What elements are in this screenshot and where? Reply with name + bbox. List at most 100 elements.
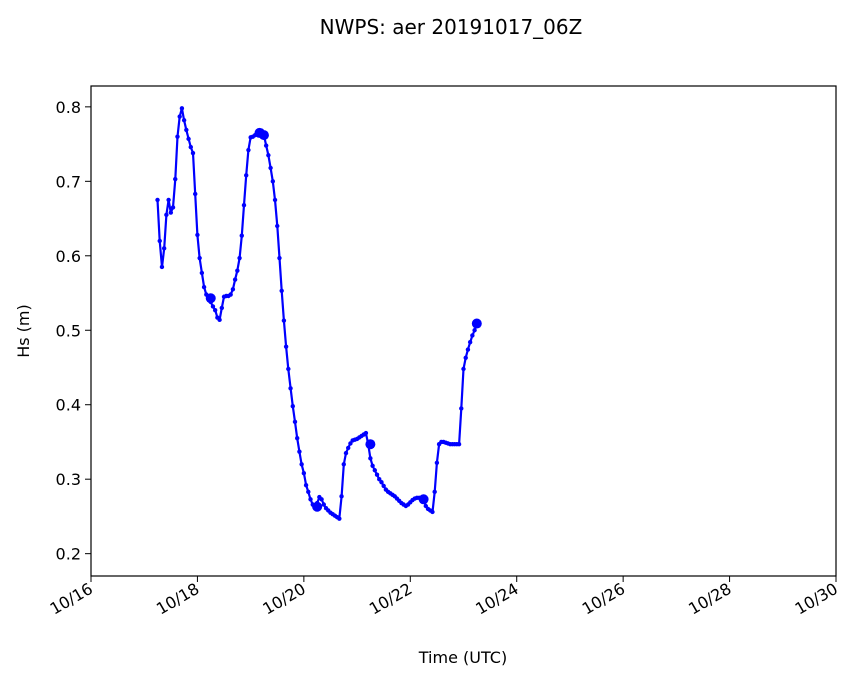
data-point bbox=[179, 106, 185, 111]
data-point bbox=[283, 344, 289, 349]
plot-area bbox=[155, 106, 482, 521]
y-axis: 0.2 0.3 0.4 0.5 0.6 0.7 0.8 bbox=[56, 98, 91, 564]
x-tick-label: 10/22 bbox=[366, 579, 415, 619]
data-point bbox=[374, 472, 380, 477]
data-point bbox=[272, 197, 278, 203]
y-tick-label: 0.8 bbox=[56, 98, 81, 117]
axes-frame bbox=[90, 85, 837, 577]
data-point bbox=[188, 144, 193, 150]
data-point bbox=[177, 114, 182, 119]
data-point bbox=[246, 147, 251, 153]
data-point bbox=[181, 118, 187, 123]
data-point bbox=[381, 483, 386, 489]
data-point bbox=[363, 430, 369, 436]
data-point bbox=[288, 386, 293, 391]
data-point bbox=[295, 436, 300, 441]
x-axis: 10/16 10/18 10/20 10/22 10/24 10/26 10/28 10/30 bbox=[47, 576, 841, 619]
data-point bbox=[268, 165, 273, 171]
y-tick-label: 0.2 bbox=[56, 545, 81, 564]
data-point bbox=[319, 497, 324, 502]
y-tick-label: 0.7 bbox=[56, 172, 81, 191]
data-point bbox=[235, 268, 240, 273]
data-point bbox=[292, 419, 298, 425]
data-point bbox=[270, 179, 276, 184]
data-point bbox=[321, 502, 327, 507]
data-point bbox=[370, 463, 375, 468]
data-point bbox=[239, 233, 244, 238]
data-point bbox=[195, 232, 200, 238]
data-point bbox=[277, 255, 282, 261]
data-point bbox=[228, 292, 233, 297]
data-point bbox=[186, 136, 191, 142]
data-point bbox=[230, 287, 236, 292]
data-point bbox=[368, 456, 373, 461]
data-point bbox=[168, 210, 174, 215]
data-point bbox=[470, 333, 475, 338]
data-point bbox=[241, 202, 247, 208]
data-point bbox=[467, 339, 473, 345]
highlight-point bbox=[205, 293, 216, 304]
data-point bbox=[199, 270, 205, 276]
data-point bbox=[173, 176, 178, 182]
y-tick-label: 0.3 bbox=[56, 470, 81, 489]
data-point bbox=[157, 238, 162, 244]
data-point bbox=[166, 197, 171, 203]
data-point bbox=[161, 246, 167, 251]
data-point bbox=[432, 489, 437, 495]
x-tick-label: 10/28 bbox=[685, 579, 734, 619]
data-point bbox=[372, 468, 378, 473]
y-tick-label: 0.5 bbox=[56, 321, 81, 340]
y-tick-label: 0.6 bbox=[56, 247, 81, 266]
data-point bbox=[341, 462, 346, 467]
data-point bbox=[184, 127, 189, 133]
data-point bbox=[461, 366, 466, 372]
data-point bbox=[159, 264, 165, 270]
data-point bbox=[279, 288, 284, 293]
data-point bbox=[337, 516, 342, 521]
x-tick-label: 10/18 bbox=[153, 579, 202, 619]
data-point bbox=[303, 482, 309, 488]
data-point bbox=[244, 173, 249, 178]
data-point bbox=[297, 449, 302, 454]
x-tick-label: 10/26 bbox=[579, 579, 628, 619]
highlight-point bbox=[312, 501, 323, 512]
data-point bbox=[217, 317, 222, 323]
data-point bbox=[164, 212, 169, 218]
data-point bbox=[275, 223, 280, 229]
data-point bbox=[219, 305, 225, 311]
data-point bbox=[263, 143, 269, 148]
data-point bbox=[379, 479, 384, 485]
highlight-point bbox=[471, 318, 482, 329]
highlight-point bbox=[365, 439, 376, 450]
data-point bbox=[434, 460, 440, 466]
data-point bbox=[301, 471, 307, 476]
x-tick-label: 10/30 bbox=[792, 579, 841, 619]
chart-title: NWPS: aer 20191017_06Z bbox=[320, 15, 583, 39]
y-tick-label: 0.4 bbox=[56, 396, 81, 415]
data-point bbox=[430, 509, 435, 515]
highlight-point bbox=[258, 130, 269, 141]
data-point bbox=[201, 284, 207, 290]
data-point bbox=[299, 462, 304, 467]
data-point bbox=[472, 328, 477, 333]
data-point bbox=[237, 255, 242, 261]
data-point bbox=[266, 153, 271, 158]
data-point bbox=[190, 150, 196, 156]
data-point bbox=[193, 191, 198, 197]
x-tick-label: 10/20 bbox=[259, 579, 308, 619]
data-point bbox=[465, 347, 471, 352]
data-point bbox=[463, 355, 468, 361]
y-axis-label: Hs (m) bbox=[14, 304, 33, 358]
data-point bbox=[306, 489, 311, 495]
data-point bbox=[170, 205, 176, 210]
x-tick-label: 10/24 bbox=[472, 579, 521, 619]
highlight-point bbox=[418, 494, 429, 505]
data-point bbox=[210, 304, 216, 309]
data-point bbox=[308, 497, 313, 502]
data-point bbox=[456, 441, 462, 447]
data-point bbox=[175, 134, 180, 139]
data-point bbox=[155, 197, 160, 203]
x-axis-label: Time (UTC) bbox=[418, 648, 507, 667]
x-tick-label: 10/16 bbox=[47, 579, 96, 619]
